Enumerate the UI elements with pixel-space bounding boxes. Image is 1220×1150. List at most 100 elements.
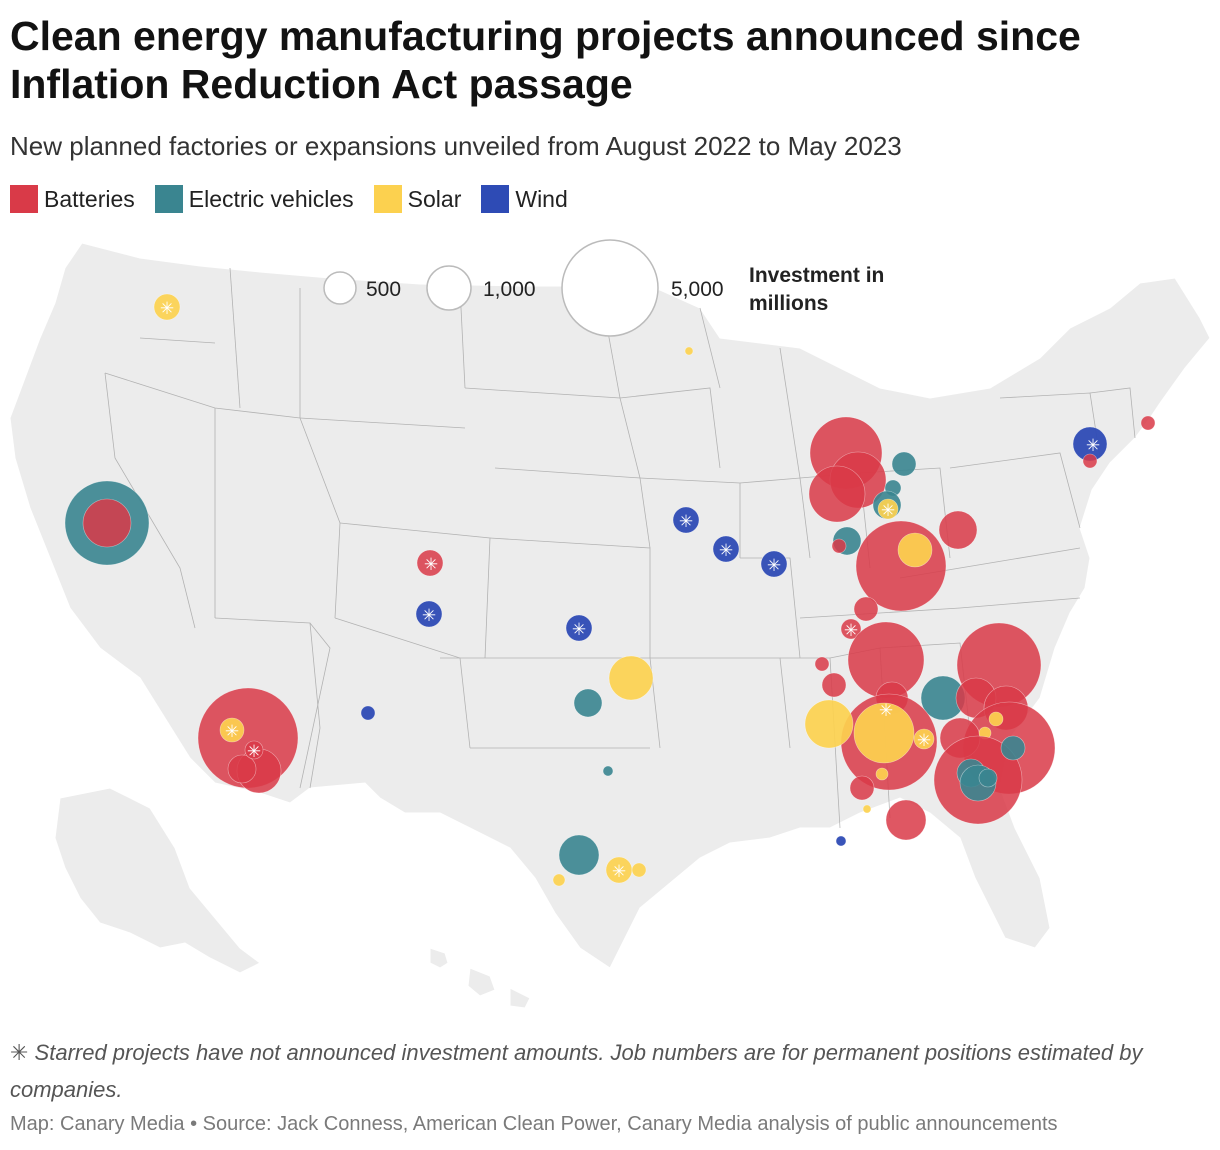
bubble-wind-iowa-2 xyxy=(712,535,740,563)
map-land xyxy=(9,242,1211,1008)
size-legend-circle-500 xyxy=(323,271,357,305)
bubble-solar-alabama-2 xyxy=(862,804,872,814)
border-tn-nc xyxy=(799,597,1081,619)
legend-label-solar: Solar xyxy=(407,185,462,212)
bubble-wind-new-mexico xyxy=(360,705,376,721)
bubble-solar-washington xyxy=(153,293,181,321)
bubble-solar-georgia-2 xyxy=(875,767,889,781)
legend-item-batteries: Batteries xyxy=(10,185,135,213)
asterisk-icon: ✳ xyxy=(1086,436,1100,456)
bubble-battery-kentucky xyxy=(853,596,879,622)
bubble-solar-texas-3 xyxy=(552,873,566,887)
size-legend-circle-5000 xyxy=(561,239,659,337)
bubble-solar-texas-2 xyxy=(631,862,647,878)
legend-label-batteries: Batteries xyxy=(44,185,135,212)
bubble-battery-colorado xyxy=(416,549,444,577)
bubble-battery-massachusetts xyxy=(1140,415,1156,431)
border-az xyxy=(214,617,331,789)
legend-label-wind: Wind xyxy=(515,185,568,212)
border-wi xyxy=(699,307,721,389)
bubble-battery-indiana-2 xyxy=(831,538,847,554)
border-wy xyxy=(299,417,466,429)
border-mn-ia xyxy=(619,387,721,469)
alaska-shape xyxy=(54,787,261,974)
asterisk-icon: ✳ xyxy=(844,621,858,641)
bubble-solar-north-carolina xyxy=(988,711,1004,727)
bubble-ev-georgia-3 xyxy=(978,768,998,788)
border-new-england xyxy=(1089,387,1136,439)
asterisk-icon: ✳ xyxy=(424,555,438,575)
bubble-solar-ohio-2 xyxy=(897,532,933,568)
asterisk-icon: ✳ xyxy=(160,299,174,319)
bubble-solar-georgia-star xyxy=(913,728,935,750)
bubble-battery-alabama xyxy=(849,775,875,801)
size-legend-circle-1000 xyxy=(426,265,472,311)
legend-label-electric-vehicles: Electric vehicles xyxy=(188,185,354,212)
bubble-solar-georgia xyxy=(853,702,915,764)
asterisk-icon: ✳ xyxy=(917,731,931,751)
border-pa xyxy=(949,452,1081,529)
contiguous-us-shape xyxy=(9,242,1211,969)
legend-swatch-solar xyxy=(373,185,402,213)
legend-swatch-batteries xyxy=(10,185,38,213)
us-map: 500 1,000 5,000 Investment in millions xyxy=(0,228,1220,1008)
bubble-battery-indiana xyxy=(808,465,866,523)
bubble-wind-colorado xyxy=(415,600,443,628)
chart-title: Clean energy manufacturing projects anno… xyxy=(10,13,1081,107)
project-bubbles xyxy=(64,293,1156,887)
footnote: ✳ Starred projects have not announced in… xyxy=(10,1040,1143,1102)
bubble-ev-michigan xyxy=(891,451,917,477)
asterisk-icon: ✳ xyxy=(719,541,733,561)
asterisk-icon: ✳ xyxy=(225,722,239,742)
source-credit: Map: Canary Media • Source: Jack Conness… xyxy=(10,1113,1058,1135)
size-legend-label-5000: 5,000 xyxy=(671,278,724,301)
bubble-battery-nevada xyxy=(82,498,132,548)
hawaii-shape xyxy=(429,947,531,1008)
legend-swatch-wind xyxy=(481,185,510,213)
category-legend: Batteries Electric vehicles Solar Wind xyxy=(10,185,568,213)
bubble-solar-alabama xyxy=(804,699,854,749)
bubble-battery-arizona-3 xyxy=(227,754,257,784)
asterisk-icon: ✳ xyxy=(881,501,895,521)
bubble-ev-texas xyxy=(558,834,600,876)
bubble-battery-georgia-south xyxy=(885,799,927,841)
border-wa-or xyxy=(139,337,216,344)
us-map-canvas: 500 1,000 5,000 Investment in millions xyxy=(9,239,1211,1008)
bubble-solar-oklahoma xyxy=(608,655,654,701)
asterisk-icon: ✳ xyxy=(572,620,586,640)
bubble-battery-kentucky-star xyxy=(840,618,862,640)
size-legend: 500 1,000 5,000 Investment in millions xyxy=(323,239,884,337)
unannounced-markers: ✳ ✳ ✳ ✳ ✳ ✳ ✳ ✳ ✳ ✳ ✳ ✳ ✳ ✳ ✳ xyxy=(160,299,1100,882)
legend-item-wind: Wind xyxy=(481,185,568,213)
legend-swatch-electric-vehicles xyxy=(154,185,183,213)
size-legend-title-line2: millions xyxy=(749,292,828,315)
bubble-ev-texas-north xyxy=(602,765,614,777)
bubble-battery-new-york xyxy=(1082,453,1098,469)
legend-item-solar: Solar xyxy=(373,185,462,213)
bubble-ev-south-carolina xyxy=(1000,735,1026,761)
size-legend-title-line1: Investment in xyxy=(749,264,884,287)
size-legend-label-1000: 1,000 xyxy=(483,278,536,301)
chart-subtitle: New planned factories or expansions unve… xyxy=(10,131,902,161)
asterisk-icon: ✳ xyxy=(879,701,893,721)
border-id xyxy=(229,267,241,409)
bubble-battery-tennessee xyxy=(821,672,847,698)
asterisk-icon: ✳ xyxy=(247,742,261,762)
border-mi xyxy=(779,347,801,479)
bubble-battery-pennsylvania xyxy=(938,510,978,550)
legend-item-electric-vehicles: Electric vehicles xyxy=(154,185,354,213)
border-mo-il xyxy=(740,557,801,659)
bubble-solar-arizona xyxy=(219,717,245,743)
asterisk-icon: ✳ xyxy=(679,512,693,532)
bubble-solar-ohio xyxy=(877,498,899,520)
asterisk-icon: ✳ xyxy=(422,606,436,626)
bubble-wind-illinois xyxy=(760,550,788,578)
asterisk-icon: ✳ xyxy=(767,556,781,576)
size-legend-label-500: 500 xyxy=(366,278,401,301)
bubble-solar-minnesota xyxy=(684,346,694,356)
bubble-wind-kansas xyxy=(565,614,593,642)
bubble-battery-arizona-star xyxy=(244,740,264,760)
border-az-nm xyxy=(309,622,321,789)
bubble-ev-oklahoma xyxy=(573,688,603,718)
asterisk-icon: ✳ xyxy=(612,862,626,882)
